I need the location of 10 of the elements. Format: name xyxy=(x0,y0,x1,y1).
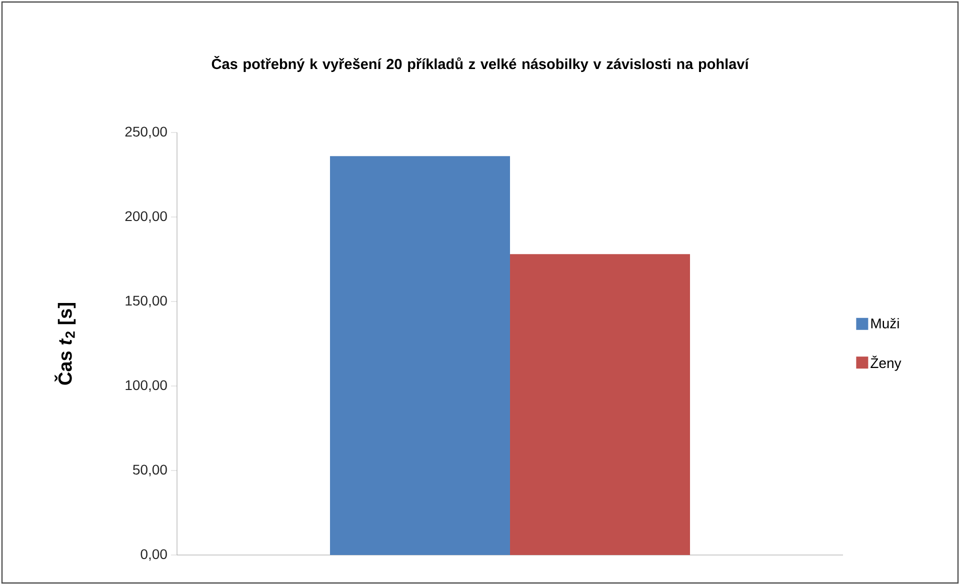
chart-title: Čas potřebný k vyřešení 20 příkladů z velké násobilky v závislosti na pohlaví xyxy=(212,56,750,72)
y-axis-title: Čas t$_{2}$ [s] xyxy=(54,303,76,385)
legend-label: Muži xyxy=(871,318,899,328)
y-tick-label: 50,00 xyxy=(133,464,167,476)
y-tick-label: 150,00 xyxy=(126,296,167,308)
y-tick-label: 200,00 xyxy=(125,211,167,223)
y-tick-label: 250,00 xyxy=(125,126,167,138)
y-tick-label: 100,00 xyxy=(126,380,167,392)
y-tick-label: 0,00 xyxy=(140,549,167,561)
legend-label: Ženy xyxy=(870,356,902,371)
